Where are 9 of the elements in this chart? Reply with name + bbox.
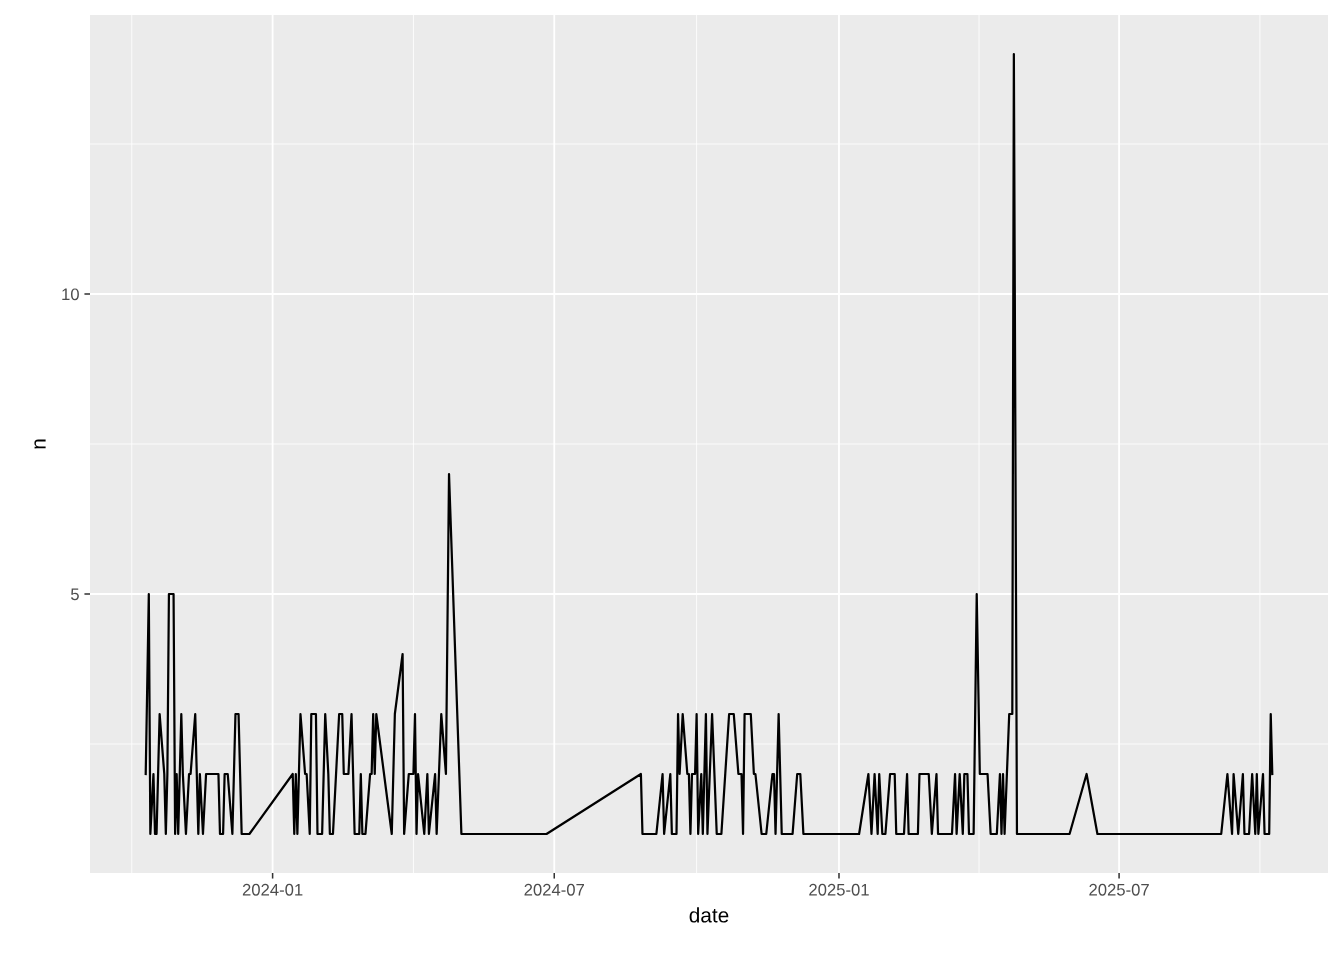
y-tick-label: 10: [62, 288, 79, 301]
x-tick-label: 2024-01: [242, 883, 303, 896]
y-tick-label: 5: [70, 588, 79, 601]
x-tick-label: 2025-07: [1089, 883, 1149, 896]
x-tick-label: 2024-07: [524, 883, 584, 896]
y-axis-title: n: [34, 439, 46, 449]
x-axis-title: date: [689, 907, 729, 923]
x-tick-label: 2025-01: [809, 883, 869, 896]
line-series: [144, 52, 1274, 836]
